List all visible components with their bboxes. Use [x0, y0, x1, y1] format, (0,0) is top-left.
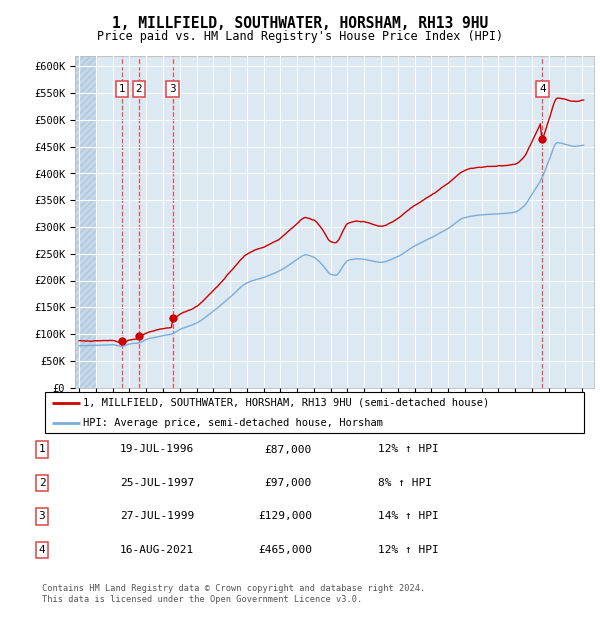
Text: HPI: Average price, semi-detached house, Horsham: HPI: Average price, semi-detached house,… — [83, 418, 383, 428]
Text: 1: 1 — [38, 445, 46, 454]
Text: 14% ↑ HPI: 14% ↑ HPI — [378, 512, 439, 521]
Text: 1, MILLFIELD, SOUTHWATER, HORSHAM, RH13 9HU: 1, MILLFIELD, SOUTHWATER, HORSHAM, RH13 … — [112, 16, 488, 31]
Text: 3: 3 — [169, 84, 176, 94]
Text: £87,000: £87,000 — [265, 445, 312, 454]
Text: 2: 2 — [38, 478, 46, 488]
Text: 27-JUL-1999: 27-JUL-1999 — [120, 512, 194, 521]
Text: £97,000: £97,000 — [265, 478, 312, 488]
Text: 25-JUL-1997: 25-JUL-1997 — [120, 478, 194, 488]
Text: 8% ↑ HPI: 8% ↑ HPI — [378, 478, 432, 488]
Text: 1: 1 — [119, 84, 125, 94]
Text: 4: 4 — [38, 545, 46, 555]
Text: This data is licensed under the Open Government Licence v3.0.: This data is licensed under the Open Gov… — [42, 595, 362, 604]
Text: 1, MILLFIELD, SOUTHWATER, HORSHAM, RH13 9HU (semi-detached house): 1, MILLFIELD, SOUTHWATER, HORSHAM, RH13 … — [83, 397, 489, 408]
Text: 12% ↑ HPI: 12% ↑ HPI — [378, 545, 439, 555]
Text: £129,000: £129,000 — [258, 512, 312, 521]
Text: 4: 4 — [539, 84, 546, 94]
Text: 2: 2 — [136, 84, 142, 94]
Text: 19-JUL-1996: 19-JUL-1996 — [120, 445, 194, 454]
Text: Contains HM Land Registry data © Crown copyright and database right 2024.: Contains HM Land Registry data © Crown c… — [42, 584, 425, 593]
Text: Price paid vs. HM Land Registry's House Price Index (HPI): Price paid vs. HM Land Registry's House … — [97, 30, 503, 43]
Bar — [74, 56, 96, 388]
Bar — [74, 56, 96, 388]
Text: 3: 3 — [38, 512, 46, 521]
Text: 16-AUG-2021: 16-AUG-2021 — [120, 545, 194, 555]
Text: 12% ↑ HPI: 12% ↑ HPI — [378, 445, 439, 454]
FancyBboxPatch shape — [45, 392, 584, 433]
Text: £465,000: £465,000 — [258, 545, 312, 555]
